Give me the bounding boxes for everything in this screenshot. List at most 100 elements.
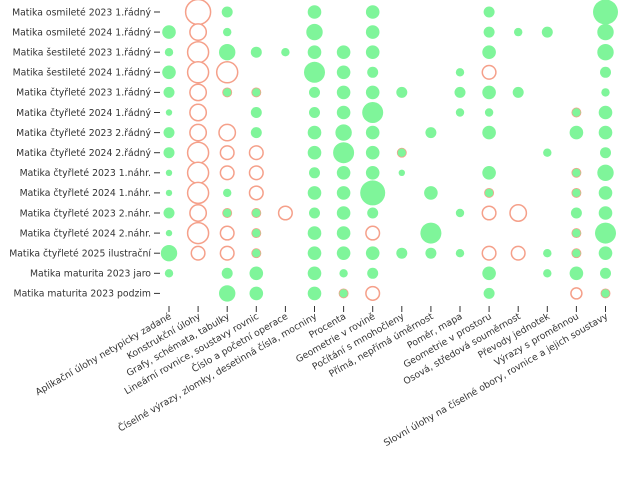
- bubble: [569, 266, 584, 281]
- bubble-ring: [189, 204, 208, 222]
- bubble: [160, 245, 178, 262]
- bubble: [425, 247, 437, 259]
- bubble: [600, 66, 611, 78]
- bubble: [484, 108, 494, 117]
- bubble: [336, 166, 351, 180]
- bubble: [165, 109, 173, 116]
- bubble: [336, 246, 351, 260]
- bubble-ring: [186, 161, 210, 185]
- bubble-ring: [189, 103, 208, 122]
- bubble: [165, 229, 173, 237]
- row-label: Matika osmileté 2024 1.řádný: [12, 27, 151, 38]
- bubble: [365, 85, 380, 100]
- bubble: [541, 26, 553, 38]
- bubble: [250, 107, 262, 118]
- bubble: [365, 5, 380, 19]
- bubble: [162, 65, 176, 80]
- bubble: [424, 186, 438, 200]
- bubble: [252, 208, 261, 218]
- row-label: Matika čtyřleté 2023 2.náhr.: [20, 208, 151, 219]
- bubble: [250, 46, 262, 58]
- bubble: [455, 68, 465, 77]
- bubble: [365, 166, 380, 180]
- bubble-ring: [215, 61, 239, 84]
- row-label: Matika maturita 2023 jaro: [30, 269, 151, 280]
- bubble: [598, 246, 613, 260]
- bubble: [219, 44, 236, 61]
- bubble-ring: [219, 165, 235, 181]
- bubble-ring: [186, 61, 210, 84]
- bubble: [336, 85, 351, 100]
- bubble: [309, 107, 320, 118]
- bubble: [221, 267, 233, 279]
- bubble-ring: [184, 0, 212, 26]
- bubble: [512, 86, 524, 98]
- bubble: [396, 86, 408, 98]
- row-label: Matika šestileté 2023 1.řádný: [13, 48, 152, 59]
- bubble: [336, 186, 351, 200]
- bubble-ring: [219, 145, 235, 161]
- bubble: [221, 6, 233, 18]
- bubble: [482, 166, 496, 180]
- bubble: [336, 105, 351, 120]
- bubble: [252, 228, 261, 238]
- bubble: [223, 27, 232, 37]
- bubble-ring: [365, 285, 381, 301]
- bubble: [425, 127, 437, 139]
- bubble: [367, 267, 379, 279]
- bubble: [339, 269, 348, 278]
- bubble-ring: [189, 123, 208, 142]
- bubble: [600, 267, 611, 279]
- bubble: [309, 167, 320, 179]
- bubble: [397, 148, 406, 157]
- bubble: [307, 5, 322, 19]
- bubble: [367, 207, 379, 219]
- bubble: [339, 289, 348, 298]
- bubble-ring: [186, 141, 210, 164]
- bubble-ring: [190, 245, 206, 261]
- bubble: [482, 45, 496, 59]
- bubble: [365, 125, 380, 140]
- bubble: [455, 249, 465, 258]
- row-label: Matika čtyřleté 2023 1.řádný: [16, 88, 151, 99]
- bubble: [252, 249, 261, 258]
- bubble: [365, 25, 380, 39]
- bubble: [333, 142, 355, 164]
- bubble: [455, 208, 465, 218]
- row-label: Matika maturita 2023 podzim: [14, 289, 151, 300]
- row-label: Matika čtyřleté 2025 ilustrační: [9, 249, 151, 260]
- bubble-ring: [186, 221, 210, 245]
- bubble-ring: [365, 225, 381, 241]
- bubble: [597, 164, 614, 181]
- bubble: [597, 44, 614, 61]
- bubble-ring: [186, 181, 210, 205]
- bubble: [336, 65, 351, 80]
- bubble: [163, 147, 175, 159]
- bubble: [514, 27, 523, 37]
- bubble: [336, 45, 351, 59]
- bubble: [398, 169, 405, 176]
- bubble-ring: [481, 64, 497, 80]
- bubble: [165, 189, 173, 197]
- bubble: [484, 188, 494, 198]
- bubble: [336, 226, 351, 240]
- row-label: Matika čtyřleté 2023 1.náhr.: [20, 168, 151, 179]
- bubble: [336, 206, 351, 220]
- bubble-ring: [218, 123, 237, 142]
- bubble: [572, 168, 581, 177]
- bubble: [483, 26, 495, 38]
- bubble: [163, 86, 175, 98]
- bubble-ring: [481, 245, 497, 261]
- bubble-ring: [248, 185, 264, 201]
- bubble: [572, 108, 581, 117]
- bubble: [223, 188, 232, 198]
- bubble-ring: [219, 245, 235, 261]
- bubble: [483, 6, 495, 18]
- bubble: [365, 45, 380, 59]
- bubble: [598, 125, 613, 140]
- bubble: [307, 125, 322, 140]
- bubble: [307, 266, 322, 281]
- row-label: Matika čtyřleté 2024 1.řádný: [16, 108, 151, 119]
- bubble-ring: [509, 204, 528, 222]
- bubble-ring: [248, 165, 264, 181]
